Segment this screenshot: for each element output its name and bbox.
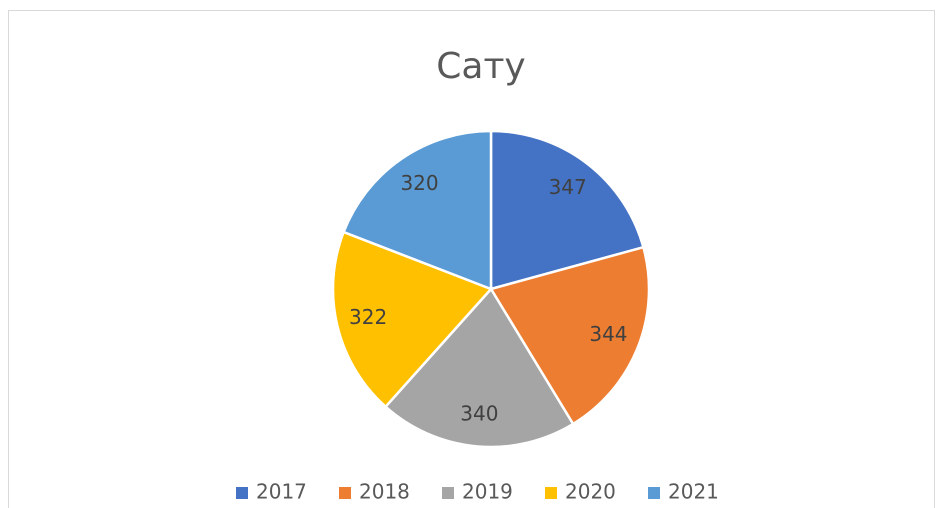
chart-title: Сату bbox=[436, 46, 525, 87]
legend-swatch bbox=[442, 487, 454, 499]
legend-label: 2018 bbox=[359, 480, 410, 504]
legend-swatch bbox=[236, 487, 248, 499]
data-label: 344 bbox=[589, 322, 627, 346]
legend-swatch bbox=[648, 487, 660, 499]
data-label: 322 bbox=[349, 305, 387, 329]
data-label: 340 bbox=[460, 401, 498, 425]
pie-slice bbox=[489, 245, 651, 426]
pie-slice bbox=[383, 286, 575, 449]
pie-slice bbox=[489, 129, 645, 291]
legend-label: 2019 bbox=[462, 480, 513, 504]
data-label: 320 bbox=[400, 171, 438, 195]
legend-swatch bbox=[339, 487, 351, 499]
legend-label: 2020 bbox=[565, 480, 616, 504]
data-label: 347 bbox=[549, 175, 587, 199]
pie-slice bbox=[331, 230, 494, 409]
pie-slice bbox=[342, 129, 493, 291]
chart-border bbox=[8, 10, 935, 508]
legend-label: 2021 bbox=[668, 480, 719, 504]
legend-label: 2017 bbox=[256, 480, 307, 504]
legend-swatch bbox=[545, 487, 557, 499]
